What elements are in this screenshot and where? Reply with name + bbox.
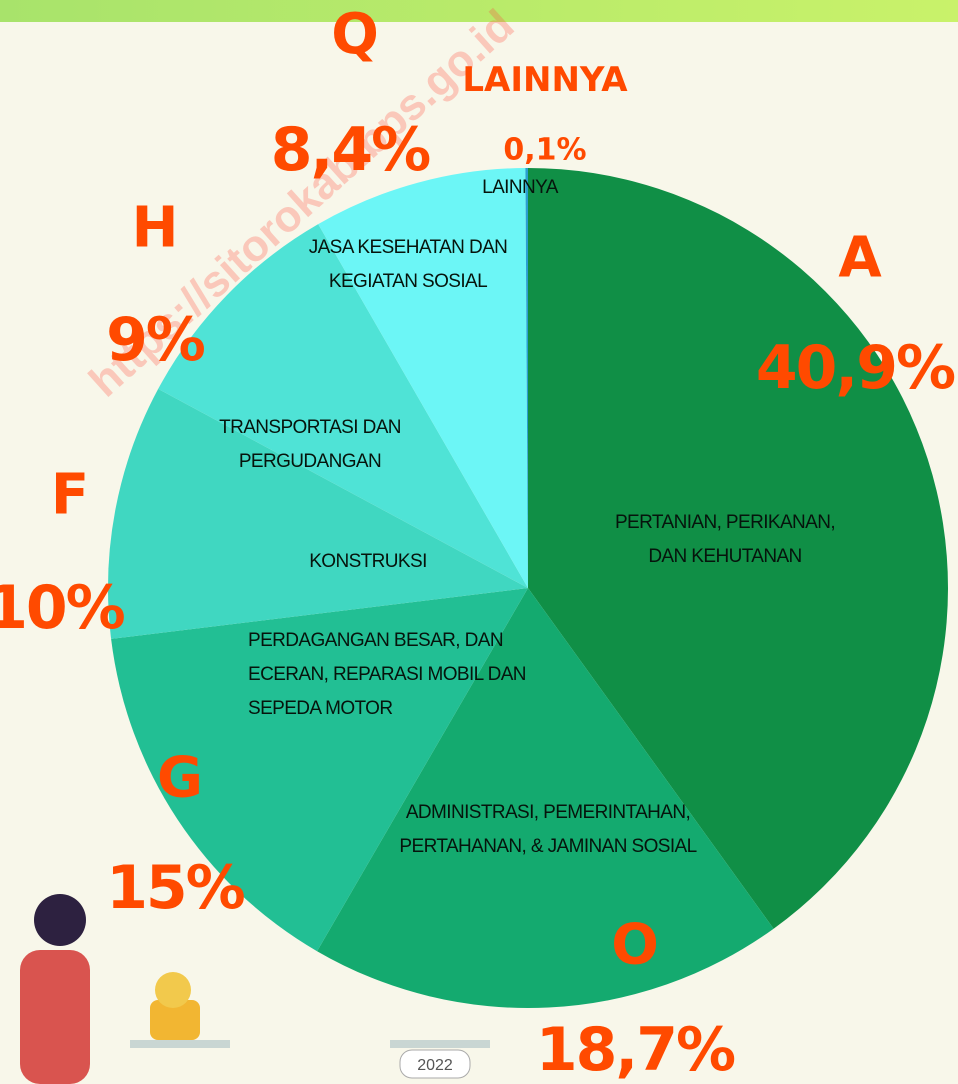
pie-slice xyxy=(318,168,528,589)
year-label: 2022 xyxy=(417,1057,453,1074)
value-label: 9% xyxy=(106,305,206,375)
illustration: 2022 xyxy=(20,894,490,1084)
value-label: 15% xyxy=(106,853,246,923)
sector-label: JASA KESEHATAN DAN KEGIATAN SOSIAL xyxy=(308,237,508,292)
sector-code: A xyxy=(838,225,882,291)
sector-label: KONSTRUKSI xyxy=(309,551,427,572)
sector-code: H xyxy=(131,195,179,261)
sector-code: LAINNYA xyxy=(462,60,628,100)
value-label: 18,7% xyxy=(535,1015,736,1084)
value-label: 0,1% xyxy=(503,132,587,168)
pie-slice xyxy=(525,168,528,588)
sector-code: O xyxy=(611,912,659,978)
sector-label: TRANSPORTASI DAN PERGUDANGAN xyxy=(219,417,401,472)
value-label: 8,4% xyxy=(270,115,431,185)
sector-code: Q xyxy=(331,2,379,68)
pie-slice xyxy=(108,388,528,639)
value-label: 10% xyxy=(0,573,126,643)
sector-label: PERDAGANGAN BESAR, DAN ECERAN, REPARASI … xyxy=(248,630,527,719)
sector-label: PERTANIAN, PERIKANAN, DAN KEHUTANAN xyxy=(614,512,836,567)
sector-code: F xyxy=(50,462,90,528)
value-label: 40,9% xyxy=(755,333,956,403)
pie-slice xyxy=(111,588,528,952)
pie-slice xyxy=(158,224,528,588)
sector-code: G xyxy=(157,745,203,811)
pie-slice xyxy=(317,588,774,1009)
pie-slice xyxy=(528,168,949,929)
sector-label: LAINNYA xyxy=(482,177,558,198)
top-bar xyxy=(0,0,958,22)
sector-label: ADMINISTRASI, PEMERINTAHAN, PERTAHANAN, … xyxy=(399,802,697,857)
